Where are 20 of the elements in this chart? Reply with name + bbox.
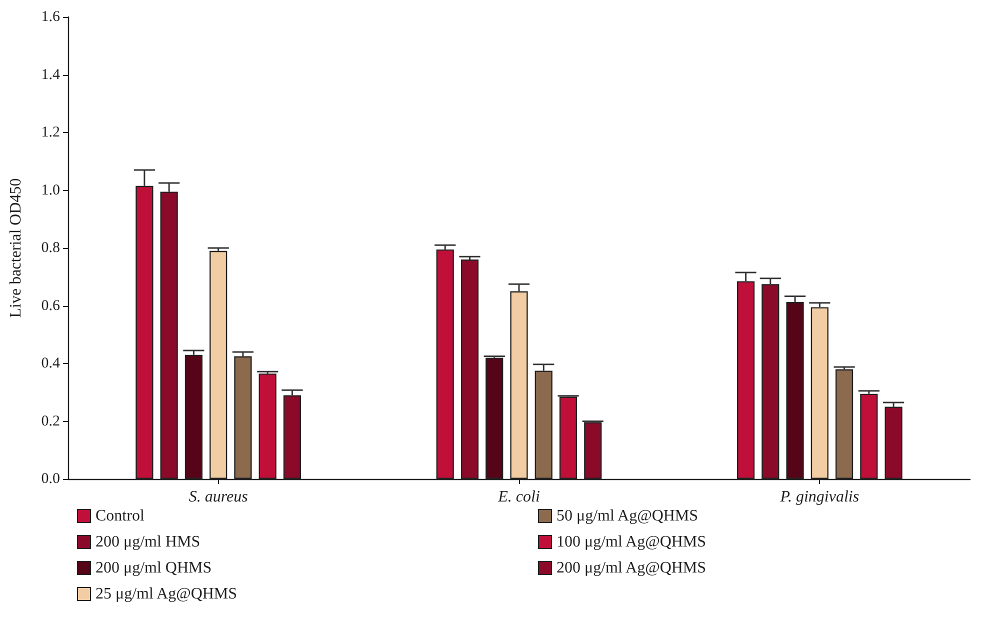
legend-label: 200 μg/ml HMS	[96, 534, 200, 550]
y-tick-label: 1.4	[41, 66, 60, 83]
legend-label: 50 μg/ml Ag@QHMS	[556, 508, 698, 524]
x-tick-label: S. aureus	[188, 488, 248, 506]
y-tick-label: 1.0	[41, 182, 60, 198]
y-tick-label: 0.0	[41, 471, 60, 487]
y-tick-label: 0.6	[41, 298, 60, 314]
x-tick-label: P. gingivalis	[779, 488, 860, 506]
y-tick-label: 1.6	[41, 9, 60, 25]
legend-label: 200 μg/ml QHMS	[96, 560, 212, 576]
legend-label: Control	[96, 508, 145, 524]
y-axis-title: Live bacterial OD450	[8, 178, 24, 318]
x-tick-label: E. coli	[497, 488, 540, 506]
y-tick-label: 0.4	[41, 356, 60, 372]
legend-label: 100 μg/ml Ag@QHMS	[556, 534, 706, 550]
y-tick-label: 0.8	[41, 240, 60, 256]
legend-label: 200 μg/ml Ag@QHMS	[556, 560, 706, 576]
y-tick-label: 1.2	[41, 124, 60, 140]
legend-label: 25 μg/ml Ag@QHMS	[96, 586, 238, 602]
y-tick-label: 0.2	[41, 413, 60, 430]
